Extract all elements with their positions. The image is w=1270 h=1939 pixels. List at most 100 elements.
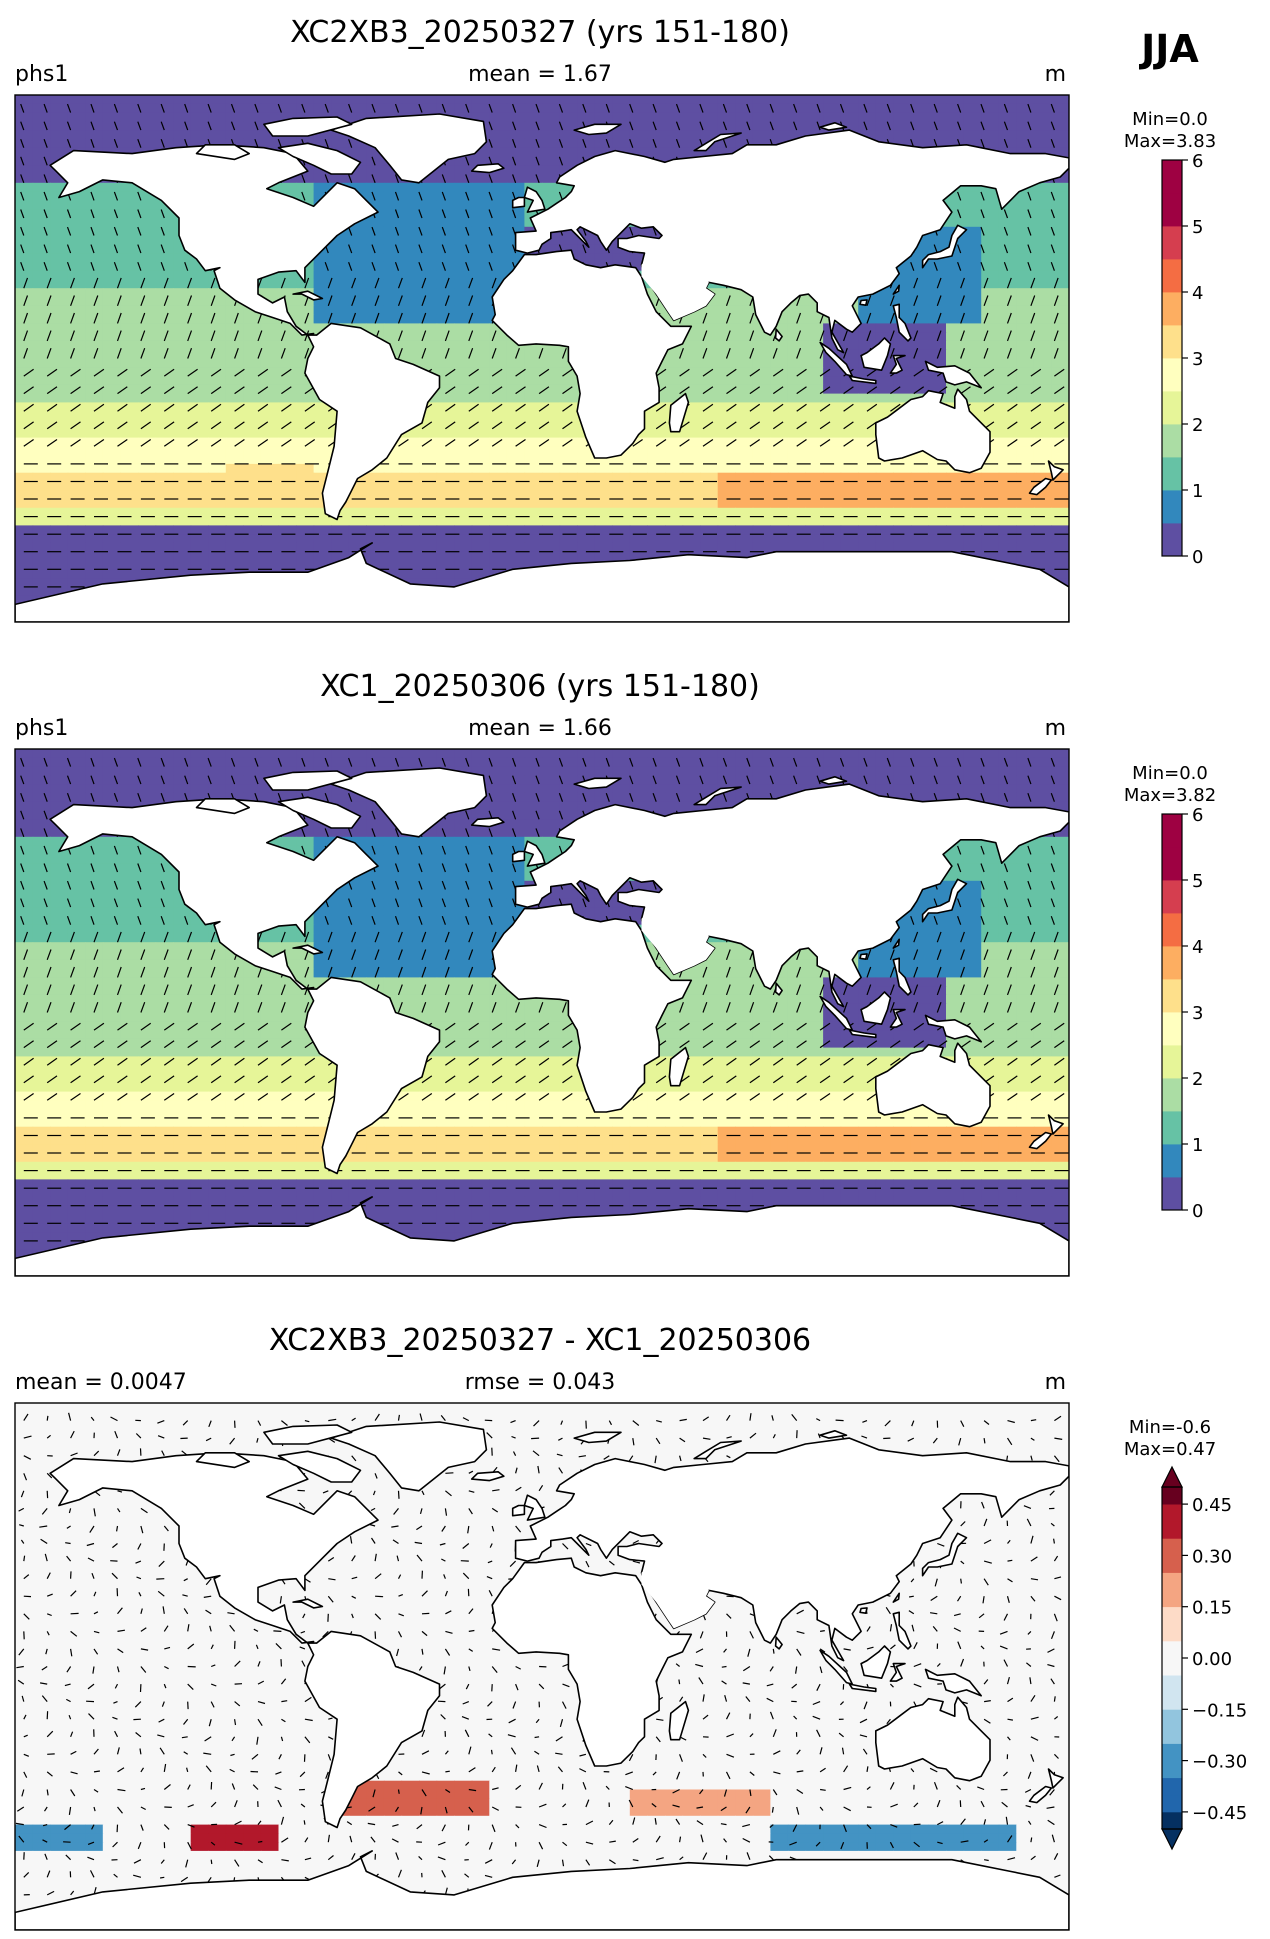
panel-1-units-label: m bbox=[1045, 62, 1066, 87]
vector-arrow bbox=[957, 209, 962, 219]
field-cell bbox=[858, 121, 877, 131]
field-cell bbox=[471, 749, 490, 759]
field-cell bbox=[946, 490, 965, 500]
field-cell bbox=[489, 393, 508, 403]
field-cell bbox=[208, 560, 227, 570]
field-cell bbox=[489, 499, 508, 509]
field-cell bbox=[50, 428, 69, 439]
field-cell bbox=[893, 305, 912, 316]
field-cell bbox=[752, 112, 771, 122]
field-cell bbox=[946, 270, 965, 281]
field-cell bbox=[735, 130, 754, 140]
field-cell bbox=[15, 551, 34, 562]
vector-arrow bbox=[980, 226, 985, 236]
vector-arrow bbox=[70, 439, 81, 447]
field-cell bbox=[928, 463, 947, 474]
landmass-taiwan bbox=[892, 284, 901, 295]
field-cell bbox=[1033, 297, 1053, 307]
field-cell bbox=[665, 490, 684, 500]
field-cell bbox=[612, 130, 631, 140]
field-cell bbox=[998, 472, 1017, 483]
vector-arrow bbox=[465, 191, 470, 201]
field-cell bbox=[471, 340, 490, 351]
field-cell bbox=[120, 393, 139, 403]
field-cell bbox=[612, 472, 631, 483]
landmass-svalbard bbox=[573, 123, 622, 136]
vector-arrow bbox=[43, 209, 48, 219]
field-cell bbox=[102, 499, 121, 509]
vector-arrow bbox=[491, 421, 503, 430]
vector-arrow bbox=[772, 386, 784, 395]
field-cell bbox=[67, 218, 86, 228]
vector-arrow bbox=[512, 244, 517, 254]
field-cell bbox=[401, 455, 420, 465]
field-cell bbox=[1016, 200, 1035, 210]
field-cell bbox=[102, 472, 121, 483]
field-cell bbox=[313, 288, 332, 298]
field-cell bbox=[401, 279, 420, 289]
vector-arrow bbox=[140, 368, 152, 377]
field-cell bbox=[717, 314, 736, 324]
vector-arrow bbox=[725, 295, 731, 307]
field-cell bbox=[50, 481, 69, 491]
field-cell bbox=[1016, 235, 1035, 245]
field-cell bbox=[805, 297, 824, 307]
field-cell bbox=[419, 481, 438, 491]
field-cell bbox=[998, 393, 1017, 403]
field-cell bbox=[296, 332, 315, 342]
field-cell bbox=[858, 95, 877, 105]
field-cell bbox=[32, 516, 51, 526]
field-cell bbox=[401, 569, 420, 579]
field-cell bbox=[120, 182, 139, 193]
field-cell bbox=[946, 112, 965, 122]
field-cell bbox=[85, 121, 104, 131]
vector-arrow bbox=[558, 103, 564, 113]
field-cell bbox=[50, 376, 69, 386]
vector-arrow bbox=[819, 368, 831, 377]
field-cell bbox=[700, 358, 719, 368]
field-cell bbox=[85, 332, 104, 342]
vector-arrow bbox=[234, 403, 245, 412]
field-cell bbox=[278, 525, 297, 535]
field-cell bbox=[366, 297, 385, 307]
field-cell bbox=[1033, 428, 1053, 439]
field-cell bbox=[594, 516, 613, 526]
field-cell bbox=[629, 95, 648, 105]
field-cell bbox=[542, 191, 561, 201]
field-cell bbox=[946, 279, 965, 289]
field-cell bbox=[717, 402, 736, 412]
field-cell bbox=[963, 358, 982, 368]
field-cell bbox=[594, 463, 613, 474]
vector-arrow bbox=[281, 403, 292, 412]
vector-arrow bbox=[23, 386, 34, 395]
vector-arrow bbox=[187, 330, 193, 342]
vector-arrow bbox=[652, 138, 657, 148]
field-cell bbox=[278, 499, 297, 509]
field-cell bbox=[489, 182, 508, 193]
vector-arrow bbox=[184, 103, 189, 113]
vector-arrow bbox=[515, 386, 526, 395]
field-cell bbox=[735, 542, 754, 553]
field-cell bbox=[173, 253, 192, 263]
field-cell bbox=[559, 235, 578, 245]
field-cell bbox=[15, 420, 34, 430]
field-cell bbox=[665, 95, 684, 105]
field-cell bbox=[67, 560, 86, 570]
field-cell bbox=[296, 455, 315, 465]
field-cell bbox=[85, 749, 104, 759]
field-cell bbox=[313, 411, 332, 421]
field-cell bbox=[313, 534, 332, 544]
field-cell bbox=[542, 463, 561, 474]
field-cell bbox=[67, 279, 86, 289]
field-cell bbox=[85, 569, 104, 579]
field-cell bbox=[524, 174, 543, 184]
field-cell bbox=[15, 226, 34, 237]
vector-arrow bbox=[1003, 209, 1009, 219]
field-cell bbox=[805, 103, 824, 114]
vector-arrow bbox=[910, 103, 915, 113]
field-cell bbox=[138, 209, 157, 219]
field-cell bbox=[190, 261, 209, 272]
vector-arrow bbox=[726, 439, 737, 447]
field-cell bbox=[155, 314, 174, 324]
field-cell bbox=[735, 411, 754, 421]
